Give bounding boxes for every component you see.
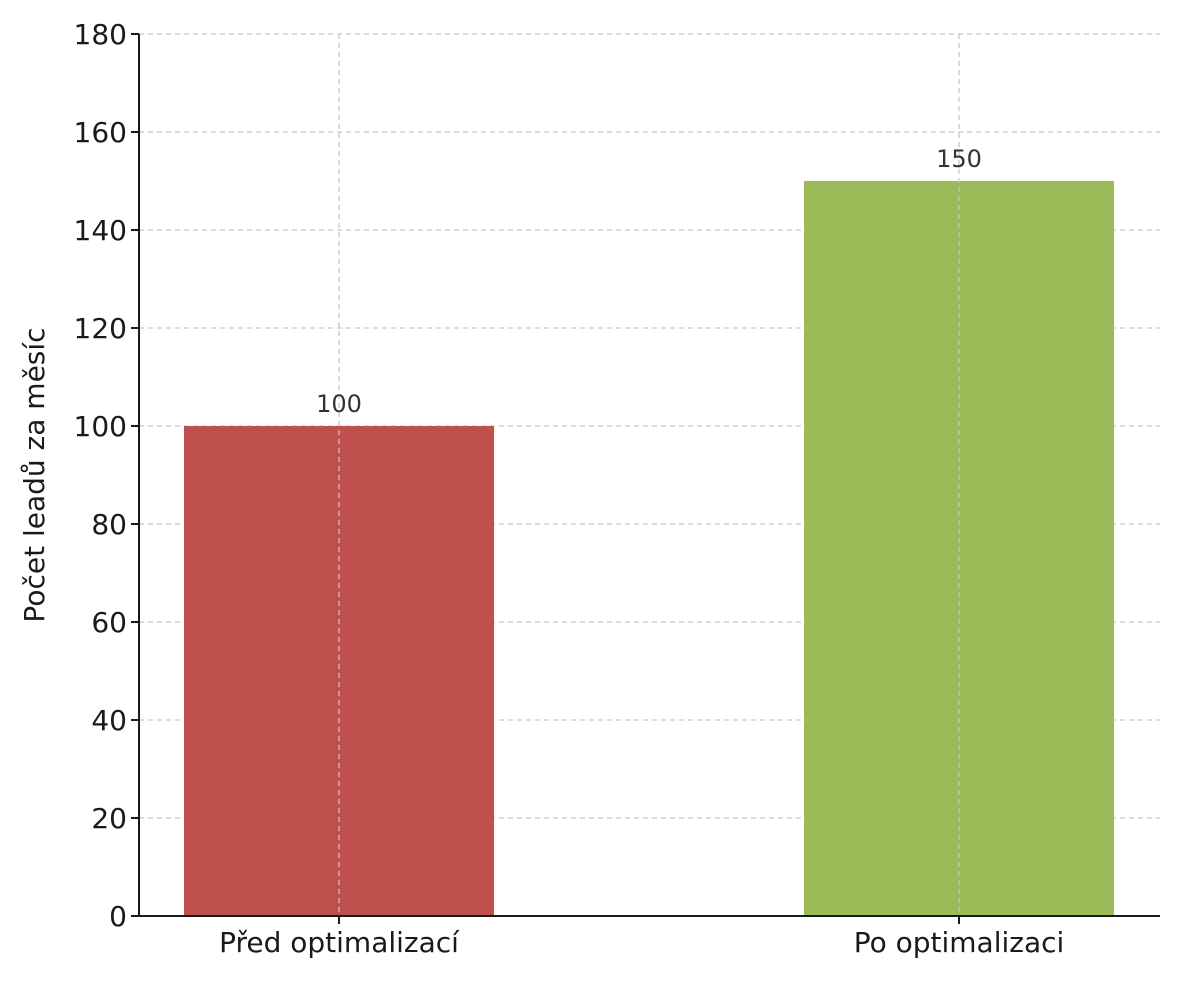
axes-layer xyxy=(131,33,1160,924)
y-tick-label: 80 xyxy=(91,508,127,541)
y-tick-label: 100 xyxy=(74,410,127,443)
y-tick-label: 120 xyxy=(74,312,127,345)
y-tick-label: 140 xyxy=(74,214,127,247)
labels-layer: 0 20 40 60 80 100 120 140 160 180 100 150 Před optim… xyxy=(74,18,1065,959)
y-axis-title: Počet leadů za měsíc xyxy=(18,327,51,622)
bar-value-label: 100 xyxy=(316,390,362,418)
bar-value-label: 150 xyxy=(936,145,982,173)
y-tick-label: 20 xyxy=(91,802,127,835)
y-tick-label: 40 xyxy=(91,704,127,737)
y-tick-label: 60 xyxy=(91,606,127,639)
x-tick-label: Před optimalizací xyxy=(219,926,460,959)
y-tick-label: 160 xyxy=(74,116,127,149)
bars-layer xyxy=(184,34,1114,916)
bar xyxy=(184,426,494,916)
y-tick-label: 180 xyxy=(74,18,127,51)
x-tick-label: Po optimalizaci xyxy=(854,926,1065,959)
y-tick-label: 0 xyxy=(109,900,127,933)
